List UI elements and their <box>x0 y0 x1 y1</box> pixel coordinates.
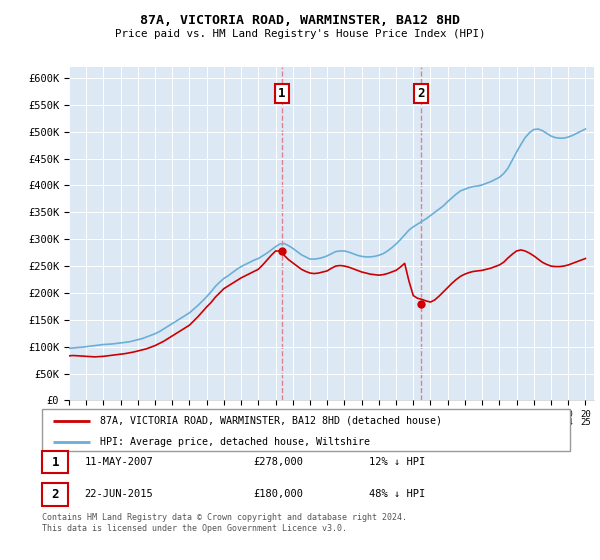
Text: 87A, VICTORIA ROAD, WARMINSTER, BA12 8HD (detached house): 87A, VICTORIA ROAD, WARMINSTER, BA12 8HD… <box>100 416 442 426</box>
Text: 87A, VICTORIA ROAD, WARMINSTER, BA12 8HD: 87A, VICTORIA ROAD, WARMINSTER, BA12 8HD <box>140 14 460 27</box>
Text: 2: 2 <box>52 488 59 501</box>
Text: 22-JUN-2015: 22-JUN-2015 <box>84 489 153 500</box>
FancyBboxPatch shape <box>42 483 68 506</box>
FancyBboxPatch shape <box>42 451 68 473</box>
Text: 1: 1 <box>52 456 59 469</box>
Text: HPI: Average price, detached house, Wiltshire: HPI: Average price, detached house, Wilt… <box>100 437 370 446</box>
Text: 1: 1 <box>278 87 286 100</box>
Text: £180,000: £180,000 <box>253 489 303 500</box>
Text: Price paid vs. HM Land Registry's House Price Index (HPI): Price paid vs. HM Land Registry's House … <box>115 29 485 39</box>
Text: 11-MAY-2007: 11-MAY-2007 <box>84 457 153 467</box>
FancyBboxPatch shape <box>42 409 570 451</box>
Text: £278,000: £278,000 <box>253 457 303 467</box>
Text: 2: 2 <box>418 87 425 100</box>
Text: This data is licensed under the Open Government Licence v3.0.: This data is licensed under the Open Gov… <box>42 524 347 533</box>
Text: 48% ↓ HPI: 48% ↓ HPI <box>370 489 425 500</box>
Text: 12% ↓ HPI: 12% ↓ HPI <box>370 457 425 467</box>
Text: Contains HM Land Registry data © Crown copyright and database right 2024.: Contains HM Land Registry data © Crown c… <box>42 513 407 522</box>
